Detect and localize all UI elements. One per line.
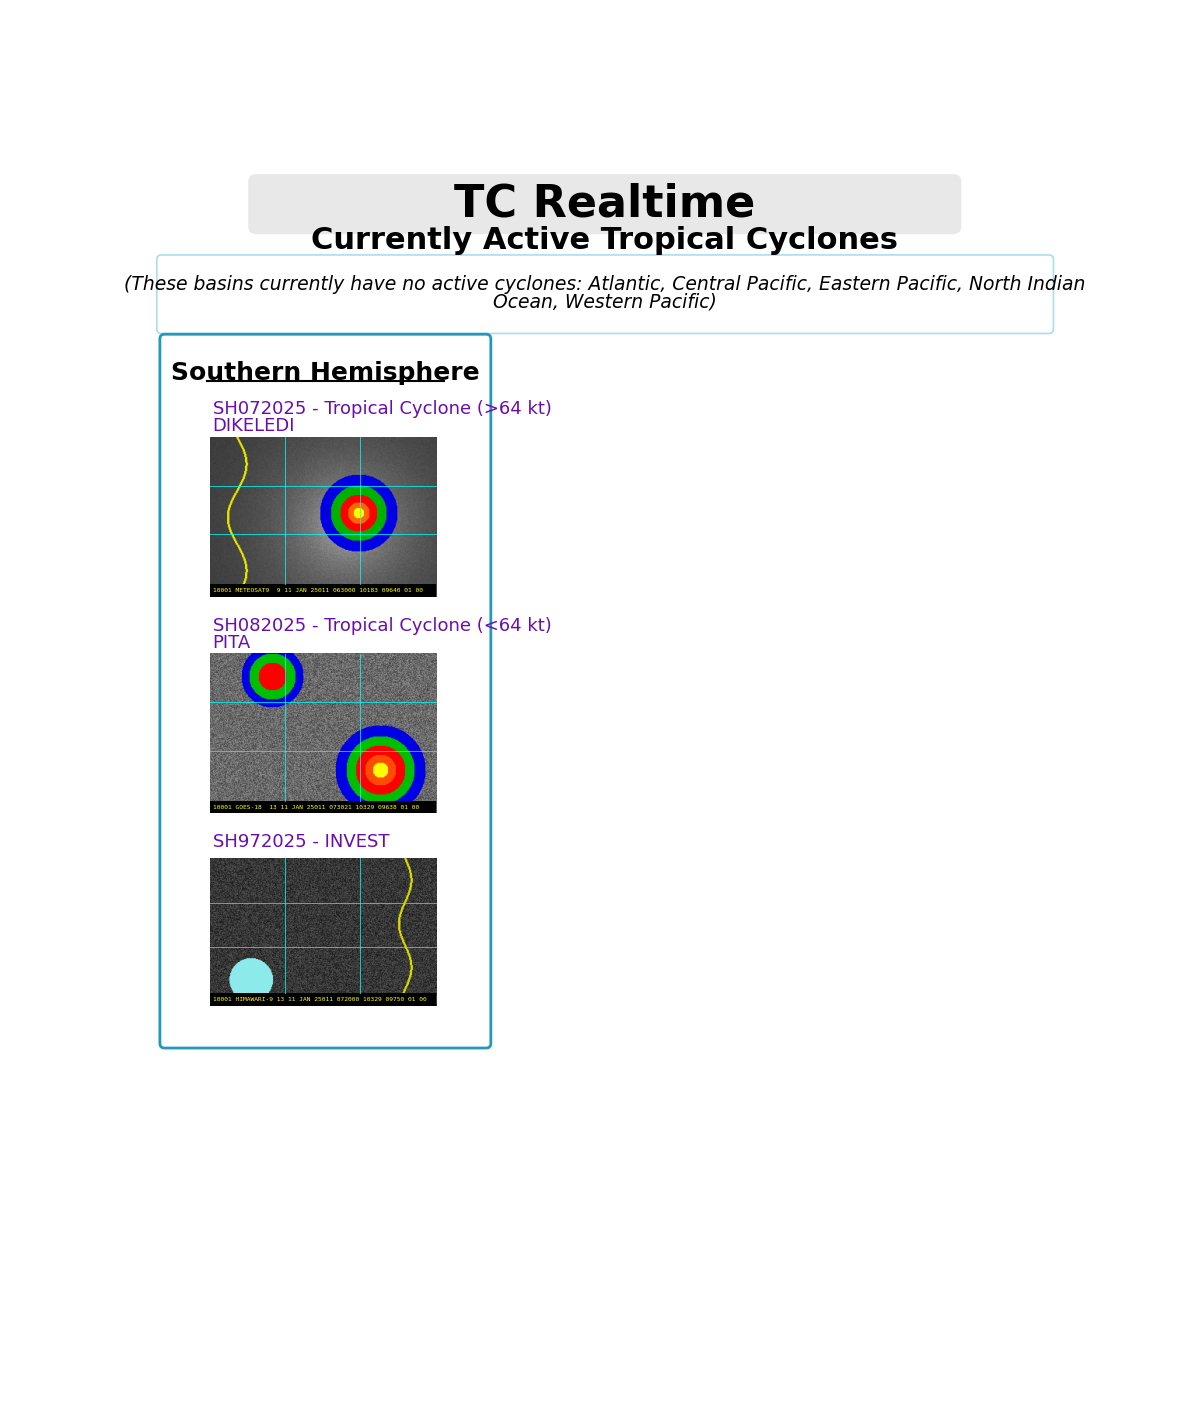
Text: PITA: PITA bbox=[212, 634, 251, 651]
Text: SH072025 - Tropical Cyclone (>64 kt): SH072025 - Tropical Cyclone (>64 kt) bbox=[212, 400, 551, 419]
Text: 10001 GOES-18  13 11 JAN 25011 073021 10329 09638 01 00: 10001 GOES-18 13 11 JAN 25011 073021 103… bbox=[212, 805, 419, 809]
Bar bbox=[210, 993, 435, 1006]
Text: 10001 HIMAWARI-9 13 11 JAN 25011 072000 10329 09750 01 00: 10001 HIMAWARI-9 13 11 JAN 25011 072000 … bbox=[212, 997, 426, 1002]
Text: (These basins currently have no active cyclones: Atlantic, Central Pacific, East: (These basins currently have no active c… bbox=[124, 275, 1086, 294]
Bar bbox=[210, 584, 435, 597]
Text: TC Realtime: TC Realtime bbox=[454, 182, 755, 225]
Text: Ocean, Western Pacific): Ocean, Western Pacific) bbox=[493, 292, 716, 312]
Text: Currently Active Tropical Cyclones: Currently Active Tropical Cyclones bbox=[312, 225, 898, 255]
FancyBboxPatch shape bbox=[160, 335, 491, 1047]
Bar bbox=[210, 801, 435, 814]
Text: 10001 METEOSAT9  9 11 JAN 25011 063000 10183 09640 01 00: 10001 METEOSAT9 9 11 JAN 25011 063000 10… bbox=[212, 589, 422, 593]
Text: Southern Hemisphere: Southern Hemisphere bbox=[171, 361, 480, 385]
Text: DIKELEDI: DIKELEDI bbox=[212, 418, 295, 436]
Text: SH082025 - Tropical Cyclone (<64 kt): SH082025 - Tropical Cyclone (<64 kt) bbox=[212, 617, 551, 634]
FancyBboxPatch shape bbox=[248, 174, 962, 234]
Text: SH972025 - INVEST: SH972025 - INVEST bbox=[212, 834, 389, 851]
FancyBboxPatch shape bbox=[157, 255, 1054, 333]
